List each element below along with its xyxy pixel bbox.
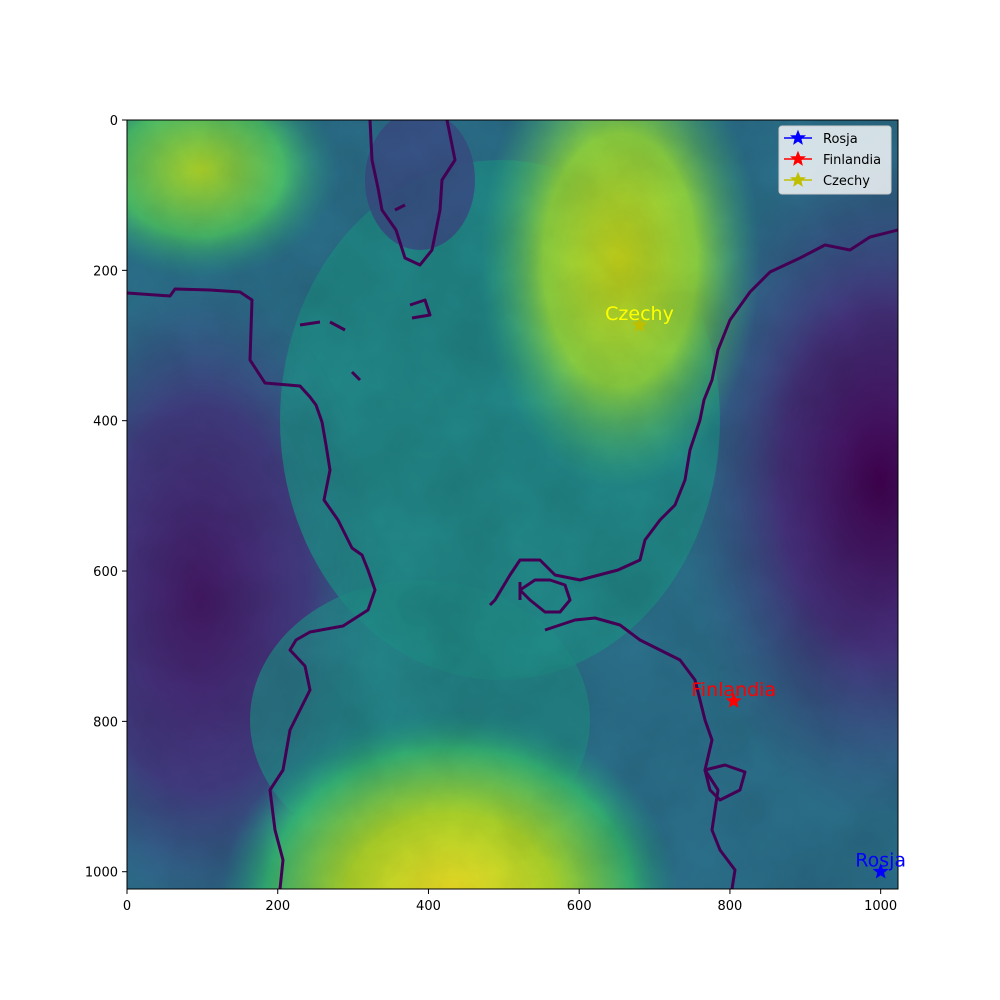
marker-czechy bbox=[631, 316, 648, 333]
marker-layer: Rosja Finlandia Czechy bbox=[605, 303, 906, 879]
y-tick-label: 1000 bbox=[85, 866, 118, 881]
legend-label-czechy: Czechy bbox=[823, 174, 870, 189]
x-tick-label: 800 bbox=[718, 899, 743, 914]
x-tick-label: 1000 bbox=[864, 899, 897, 914]
y-tick-label: 600 bbox=[93, 565, 118, 580]
marker-label-czechy: Czechy bbox=[605, 303, 674, 325]
legend: Rosja Finlandia Czechy bbox=[778, 125, 892, 195]
legend-frame bbox=[778, 125, 892, 195]
legend-marker-czechy bbox=[789, 171, 807, 187]
legend-marker-finlandia bbox=[789, 150, 807, 166]
x-tick-label: 600 bbox=[567, 899, 592, 914]
plot-frame bbox=[126, 119, 899, 890]
x-tick-label: 200 bbox=[265, 899, 290, 914]
x-tick-label: 0 bbox=[123, 899, 131, 914]
marker-rosja bbox=[872, 863, 889, 879]
contour-lines bbox=[127, 120, 898, 889]
y-axis: 0 200 400 600 800 1000 bbox=[85, 114, 127, 881]
heatmap-image bbox=[127, 120, 898, 889]
marker-label-finlandia: Finlandia bbox=[691, 679, 776, 701]
y-tick-label: 800 bbox=[93, 715, 118, 730]
legend-marker-rosja bbox=[789, 129, 807, 145]
legend-label-finlandia: Finlandia bbox=[823, 153, 881, 168]
y-tick-label: 200 bbox=[93, 264, 118, 279]
marker-finlandia bbox=[725, 692, 742, 708]
marker-label-rosja: Rosja bbox=[855, 850, 906, 872]
y-tick-label: 400 bbox=[93, 415, 118, 430]
x-axis: 0 200 400 600 800 1000 bbox=[123, 889, 897, 914]
x-tick-label: 400 bbox=[416, 899, 441, 914]
y-tick-label: 0 bbox=[110, 114, 118, 129]
legend-label-rosja: Rosja bbox=[823, 132, 858, 147]
